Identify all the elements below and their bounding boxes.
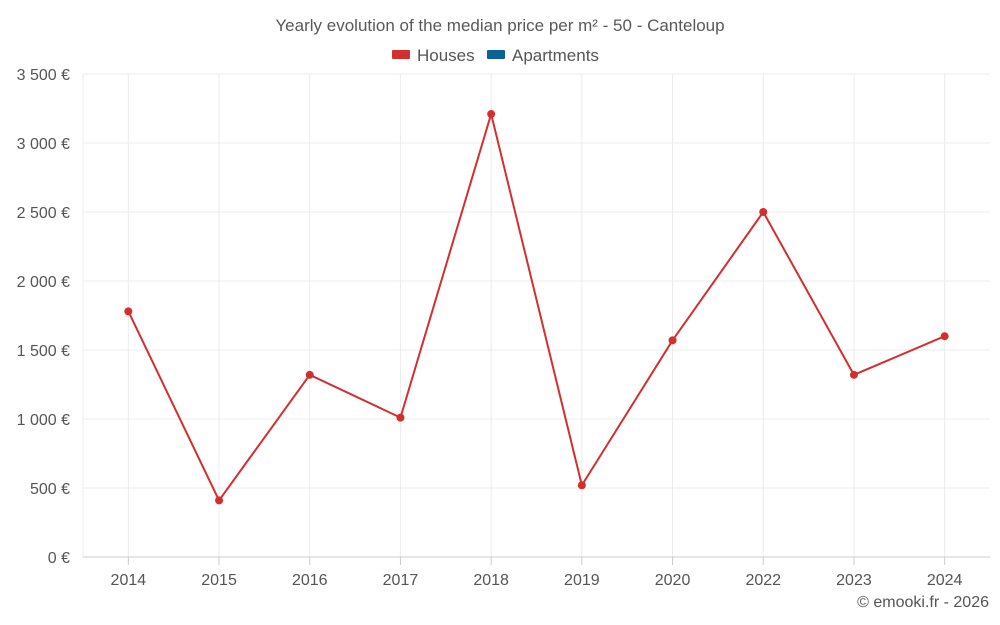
data-point[interactable] [124,307,133,316]
legend-label[interactable]: Houses [417,46,475,65]
x-tick-label: 2016 [292,572,328,589]
x-tick-label: 2017 [383,572,419,589]
series-line [127,113,946,502]
axes: 0 € 500 € 1 000 € 1 500 € 2 000 € 2 500 € 3 00… [17,67,990,589]
x-tick-label: 2018 [473,572,509,589]
y-tick-label: 3 500 € [17,67,70,84]
legend-swatch [487,50,505,59]
legend-label[interactable]: Apartments [512,46,599,65]
y-tick-label: 1 000 € [17,412,70,429]
data-point[interactable] [305,370,314,379]
data-point[interactable] [215,496,224,505]
y-tick-label: 3 000 € [17,136,70,153]
series [124,110,949,505]
y-tick-label: 1 500 € [17,343,70,360]
x-tick-label: 2020 [655,572,691,589]
x-tick-label: 2019 [564,572,600,589]
y-tick-label: 0 € [48,550,70,567]
data-point[interactable] [759,208,768,216]
x-tick-label: 2022 [745,572,781,589]
data-point[interactable] [487,110,496,119]
chart-title: Yearly evolution of the median price per… [275,16,724,35]
y-tick-label: 500 € [30,481,70,498]
x-tick-label: 2023 [836,572,872,589]
grid [82,73,990,557]
y-tick-label: 2 000 € [17,274,70,291]
credit-text: © emooki.fr - 2026 [857,594,989,611]
data-point[interactable] [849,370,858,379]
x-tick-label: 2015 [201,572,237,589]
data-point[interactable] [940,332,949,341]
y-tick-label: 2 500 € [17,205,70,222]
x-tick-label: 2024 [927,572,963,589]
data-point[interactable] [577,481,586,490]
data-point[interactable] [668,336,677,345]
legend-swatch [392,50,410,59]
data-point[interactable] [396,413,405,422]
legend: Houses Apartments [392,46,599,65]
x-tick-label: 2014 [111,572,147,589]
